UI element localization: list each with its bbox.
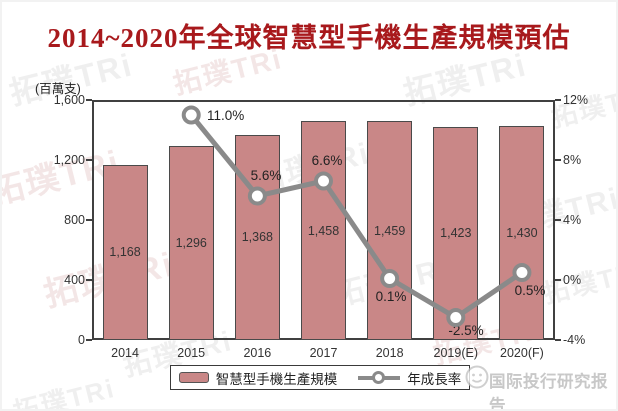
right-axis-tick-label: 8%: [563, 153, 582, 167]
bar-2017: [301, 121, 346, 340]
line-marker: [314, 171, 333, 191]
bar-value-label: 1,296: [175, 235, 207, 250]
left-axis-tick-mark: [86, 339, 92, 341]
bar-2014: [102, 164, 148, 340]
line-marker: [380, 269, 400, 288]
bar-value-label: 1,368: [241, 230, 273, 245]
legend-bar-swatch-icon: [178, 372, 209, 383]
legend: 智慧型手機生產規模 年成長率: [170, 365, 470, 390]
x-axis-label-2018: 2018: [375, 346, 404, 360]
right-axis-tick-label: -4%: [563, 333, 586, 347]
growth-value-label: 0.1%: [375, 289, 407, 304]
left-axis-tick-mark: [86, 219, 92, 221]
bar-value-label: 1,430: [506, 225, 538, 240]
left-axis-unit-label: (百萬支): [35, 82, 81, 96]
growth-line-plot: [181, 105, 532, 327]
legend-line-series-label: 年成長率: [407, 371, 462, 387]
x-axis-label-2015: 2015: [177, 346, 206, 360]
left-axis-tick-label: 1,200: [53, 153, 85, 167]
growth-value-label: 6.6%: [311, 153, 343, 168]
line-marker: [181, 105, 201, 125]
right-axis-tick-mark: [555, 279, 561, 281]
chart-title: 2014~2020年全球智慧型手機生產規模預估: [47, 23, 571, 53]
x-axis-label-2019(E): 2019(E): [433, 346, 479, 360]
line-marker: [512, 263, 532, 282]
right-axis-tick-mark: [555, 339, 561, 341]
x-axis-label-2020(F): 2020(F): [500, 346, 544, 360]
right-axis-tick-label: 4%: [563, 213, 582, 227]
x-axis-label-2014: 2014: [111, 346, 139, 360]
left-axis-tick-label: 800: [64, 213, 85, 227]
smiley-watermark-icon: [465, 365, 489, 389]
bar-2015: [168, 145, 214, 340]
x-axis-label-2017: 2017: [309, 346, 338, 360]
legend-line-marker-icon: [358, 370, 401, 385]
growth-value-label: 5.6%: [250, 168, 282, 183]
right-axis-tick-label: 12%: [563, 93, 589, 107]
left-axis-tick-label: 1,600: [53, 93, 85, 107]
bar-2016: [234, 134, 280, 340]
bar-value-label: 1,423: [440, 226, 472, 241]
bar-2018: [367, 121, 413, 340]
legend-bar-series-label: 智慧型手機生產規模: [215, 371, 338, 387]
left-axis-tick-label: 0: [78, 333, 85, 347]
left-axis-tick-label: 400: [64, 273, 85, 287]
line-marker: [247, 186, 267, 206]
right-axis-tick-mark: [555, 159, 561, 161]
bar-value-label: 1,458: [307, 223, 340, 238]
growth-value-label: 0.5%: [514, 283, 546, 298]
bar-value-label: 1,168: [109, 245, 141, 260]
right-axis-tick-mark: [555, 99, 561, 101]
footer-watermark-text: 国际投行研究报告: [489, 373, 608, 411]
line-marker: [446, 308, 466, 327]
growth-value-label: 11.0%: [207, 108, 245, 123]
left-axis-tick-mark: [86, 99, 92, 101]
bar-2020(F): [499, 125, 545, 340]
left-axis-tick-mark: [86, 279, 92, 281]
bar-value-label: 1,459: [374, 223, 406, 238]
x-axis-label-2016: 2016: [243, 346, 272, 360]
right-axis-tick-mark: [555, 219, 561, 221]
left-axis-tick-mark: [86, 159, 92, 161]
right-axis-tick-label: 0%: [563, 273, 582, 287]
